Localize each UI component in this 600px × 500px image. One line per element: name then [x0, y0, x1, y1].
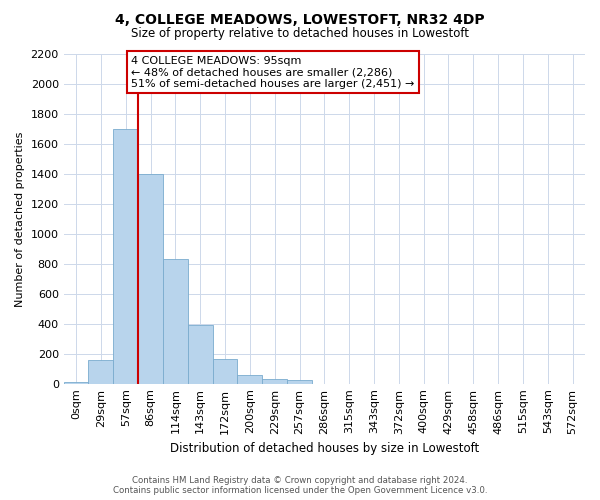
Text: Contains HM Land Registry data © Crown copyright and database right 2024.
Contai: Contains HM Land Registry data © Crown c… — [113, 476, 487, 495]
Bar — [64, 382, 88, 384]
Bar — [212, 359, 238, 384]
Text: 4, COLLEGE MEADOWS, LOWESTOFT, NR32 4DP: 4, COLLEGE MEADOWS, LOWESTOFT, NR32 4DP — [115, 12, 485, 26]
Bar — [113, 129, 138, 384]
Bar — [138, 174, 163, 384]
Bar — [287, 380, 312, 384]
Bar — [238, 374, 262, 384]
Text: Size of property relative to detached houses in Lowestoft: Size of property relative to detached ho… — [131, 28, 469, 40]
Text: 4 COLLEGE MEADOWS: 95sqm
← 48% of detached houses are smaller (2,286)
51% of sem: 4 COLLEGE MEADOWS: 95sqm ← 48% of detach… — [131, 56, 415, 89]
Bar — [188, 325, 212, 384]
Y-axis label: Number of detached properties: Number of detached properties — [15, 131, 25, 306]
Bar — [262, 379, 287, 384]
X-axis label: Distribution of detached houses by size in Lowestoft: Distribution of detached houses by size … — [170, 442, 479, 455]
Bar — [163, 260, 188, 384]
Bar — [88, 360, 113, 384]
